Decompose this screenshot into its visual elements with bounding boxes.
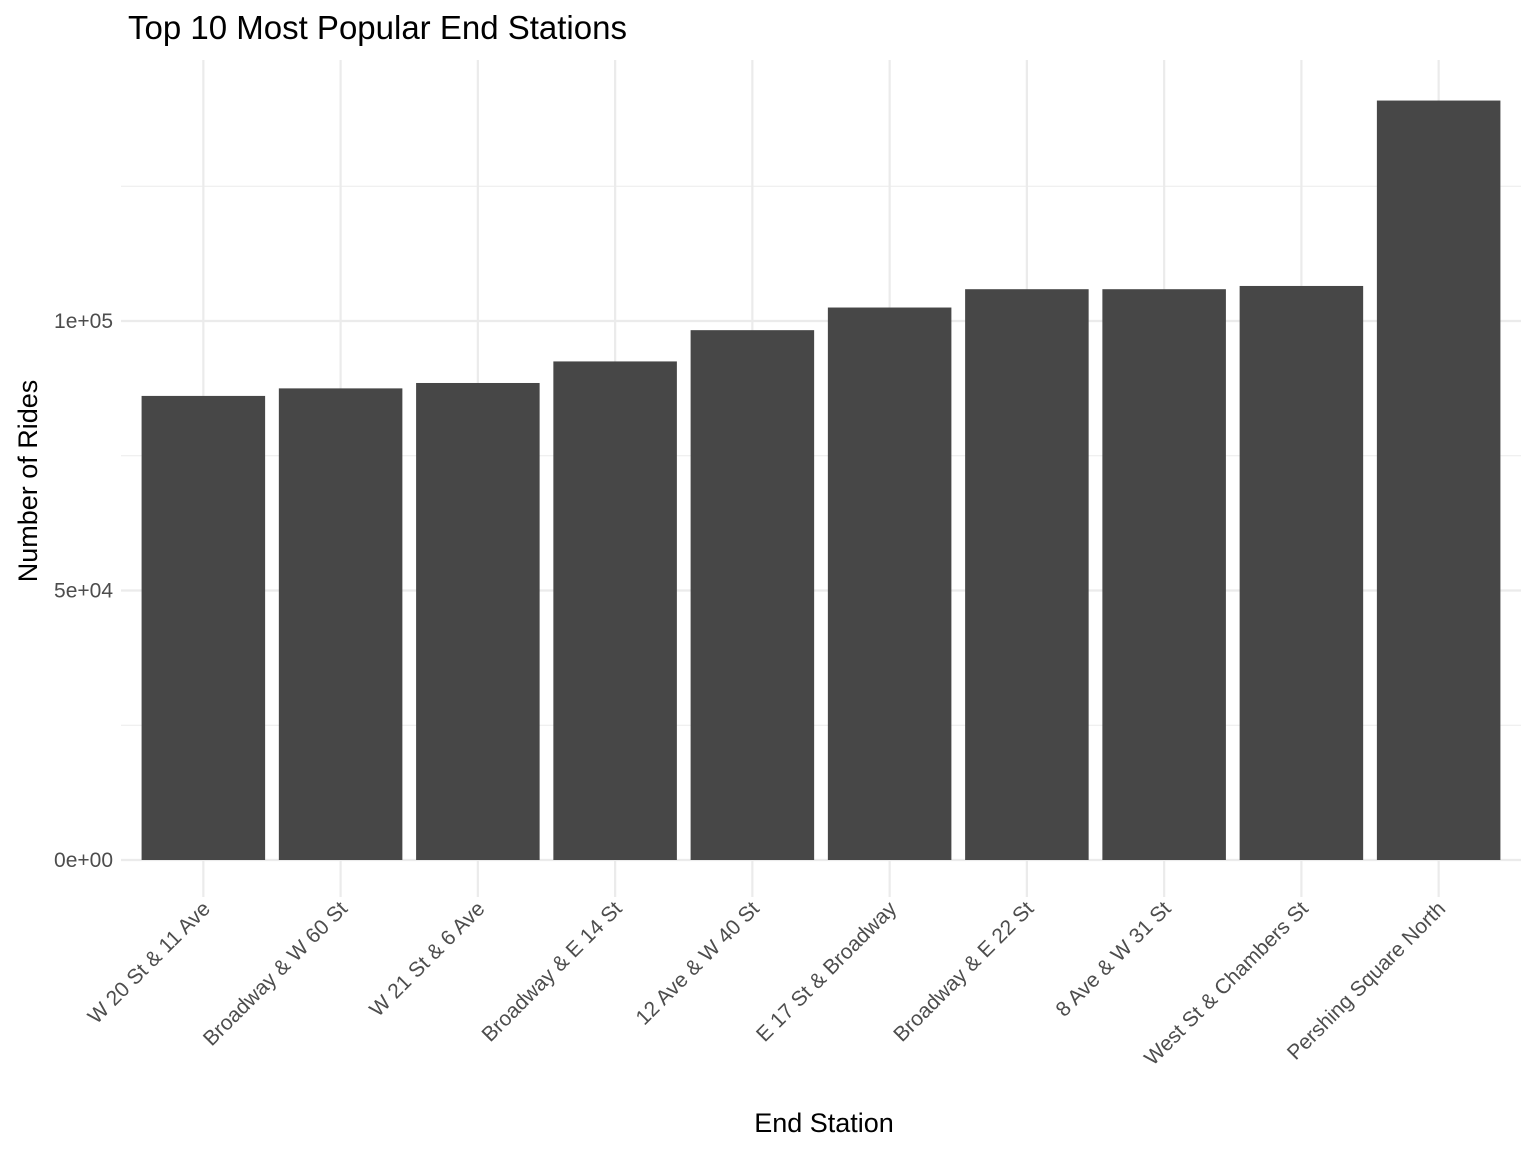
y-axis-tick-labels: 0e+00 5e+04 1e+05 <box>54 310 113 872</box>
bar <box>141 395 266 860</box>
x-axis-title: End Station <box>754 1108 894 1138</box>
x-tick-label: 12 Ave & W 40 St <box>632 897 764 1029</box>
x-tick-label: Pershing Square North <box>1283 897 1450 1064</box>
bar <box>965 289 1089 861</box>
x-tick-label: 8 Ave & W 31 St <box>1052 897 1176 1021</box>
x-tick-label: W 21 St & 6 Ave <box>365 897 489 1021</box>
bar <box>1102 289 1226 861</box>
x-tick-label: E 17 St & Broadway <box>752 897 902 1047</box>
x-tick-label: Broadway & W 60 St <box>199 897 352 1050</box>
bar <box>416 382 540 860</box>
bar <box>827 307 952 860</box>
chart-title: Top 10 Most Popular End Stations <box>128 9 627 46</box>
bar <box>278 388 403 860</box>
bar <box>690 330 815 861</box>
y-tick-label: 0e+00 <box>54 849 113 872</box>
x-tick-label: Broadway & E 14 St <box>477 897 626 1046</box>
y-axis-title: Number of Rides <box>13 380 43 583</box>
bars-layer <box>141 100 1501 861</box>
x-tick-label: W 20 St & 11 Ave <box>84 897 215 1028</box>
x-tick-label: Broadway & E 22 St <box>889 897 1038 1046</box>
y-tick-label: 1e+05 <box>54 310 113 333</box>
bar <box>1376 100 1501 860</box>
bar <box>1239 285 1364 861</box>
bar <box>553 361 677 860</box>
y-tick-label: 5e+04 <box>54 580 113 603</box>
